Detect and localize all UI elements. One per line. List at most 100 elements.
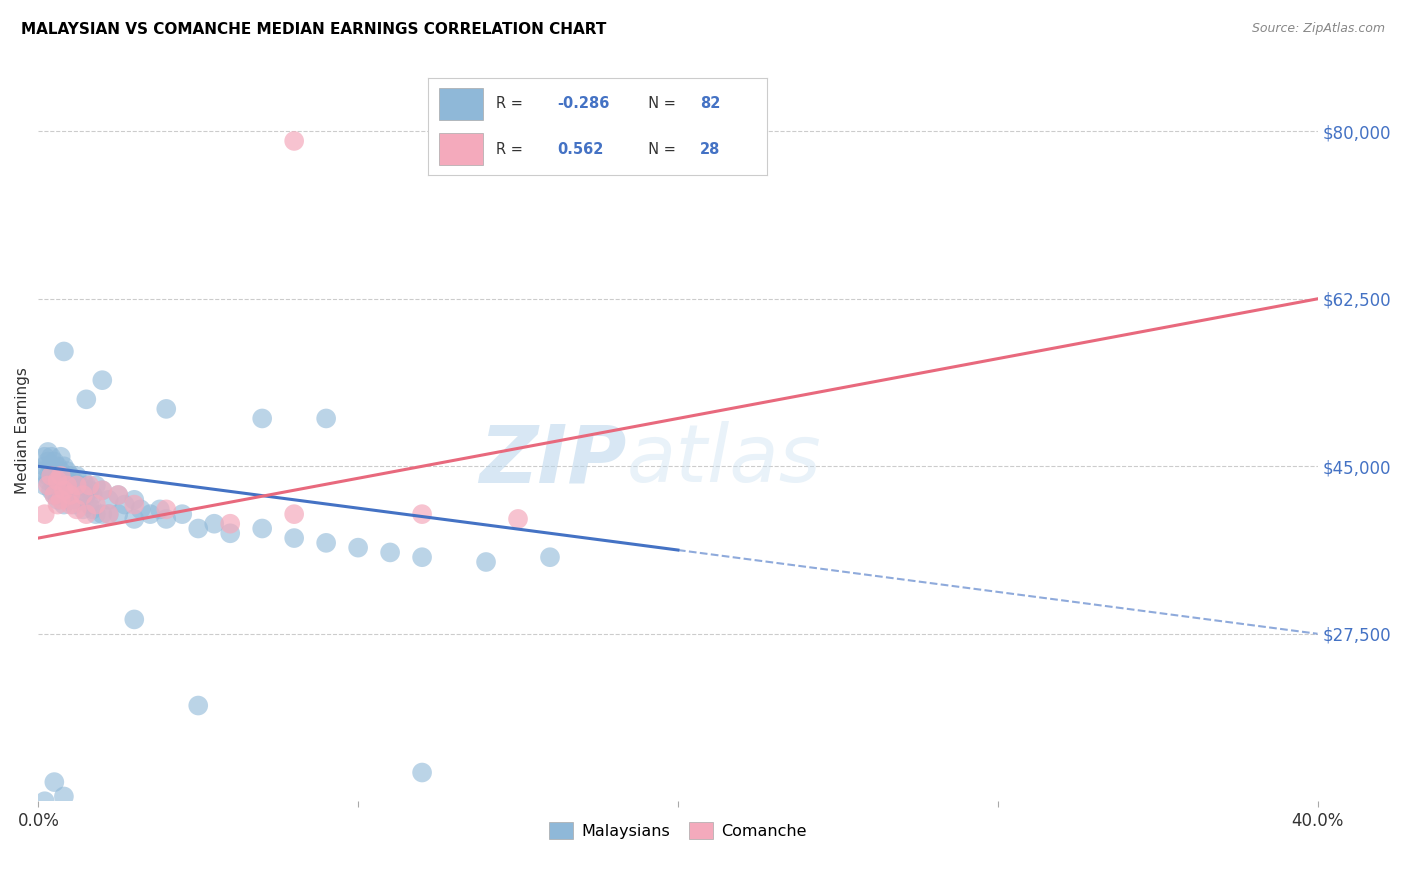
Point [97,507,120,521]
Point [84,507,107,521]
Point [155,502,177,516]
Point [39,483,62,498]
Point [62,498,84,512]
Point [283,507,305,521]
Point [37,474,59,488]
Point [44,454,66,468]
Point [378,545,401,559]
Point [59,468,82,483]
Point [122,492,145,507]
Point [49,478,72,492]
Point [75,507,97,521]
Point [56,474,79,488]
Point [34,478,56,492]
Point [91,483,114,498]
Point [46,474,69,488]
Point [52,498,75,512]
Point [411,507,433,521]
Point [79,498,101,512]
Point [219,516,242,531]
Point [506,512,529,526]
Point [250,521,273,535]
Point [37,454,59,468]
Point [283,531,305,545]
Point [49,468,72,483]
Point [187,698,209,713]
Point [34,450,56,464]
Point [122,512,145,526]
Point [149,502,172,516]
Point [56,478,79,492]
Point [283,134,305,148]
Point [49,450,72,464]
Point [129,502,152,516]
Point [49,464,72,478]
Point [315,411,337,425]
Point [52,459,75,474]
Point [52,789,75,804]
Point [52,468,75,483]
Point [107,488,129,502]
Point [84,498,107,512]
Point [72,474,94,488]
Point [250,411,273,425]
Point [79,483,101,498]
Point [37,468,59,483]
Point [39,468,62,483]
Point [37,478,59,492]
Point [62,474,84,488]
Point [411,765,433,780]
Point [187,521,209,535]
Y-axis label: Median Earnings: Median Earnings [15,367,30,494]
Point [66,502,89,516]
Point [72,488,94,502]
Text: MALAYSIAN VS COMANCHE MEDIAN EARNINGS CORRELATION CHART: MALAYSIAN VS COMANCHE MEDIAN EARNINGS CO… [21,22,606,37]
Point [52,474,75,488]
Point [97,507,120,521]
Point [91,483,114,498]
Point [46,474,69,488]
Point [39,450,62,464]
Point [75,488,97,502]
Point [411,550,433,565]
Point [75,478,97,492]
Point [84,478,107,492]
Point [122,612,145,626]
Point [202,516,225,531]
Point [59,478,82,492]
Point [347,541,370,555]
Point [56,478,79,492]
Point [91,507,114,521]
Point [79,478,101,492]
Point [82,488,104,502]
Point [155,401,177,416]
Text: Source: ZipAtlas.com: Source: ZipAtlas.com [1251,22,1385,36]
Point [39,468,62,483]
Point [46,498,69,512]
Point [475,555,498,569]
Point [56,464,79,478]
Legend: Malaysians, Comanche: Malaysians, Comanche [543,816,813,845]
Point [75,392,97,407]
Point [34,794,56,808]
Point [49,492,72,507]
Point [44,488,66,502]
Point [37,445,59,459]
Point [114,498,136,512]
Text: ZIP: ZIP [479,421,627,500]
Point [66,478,89,492]
Point [97,492,120,507]
Point [46,468,69,483]
Point [52,483,75,498]
Point [39,459,62,474]
Point [107,488,129,502]
Point [46,492,69,507]
Point [66,468,89,483]
Point [82,502,104,516]
Point [69,478,91,492]
Point [44,464,66,478]
Point [107,507,129,521]
Point [69,492,91,507]
Point [315,536,337,550]
Point [46,459,69,474]
